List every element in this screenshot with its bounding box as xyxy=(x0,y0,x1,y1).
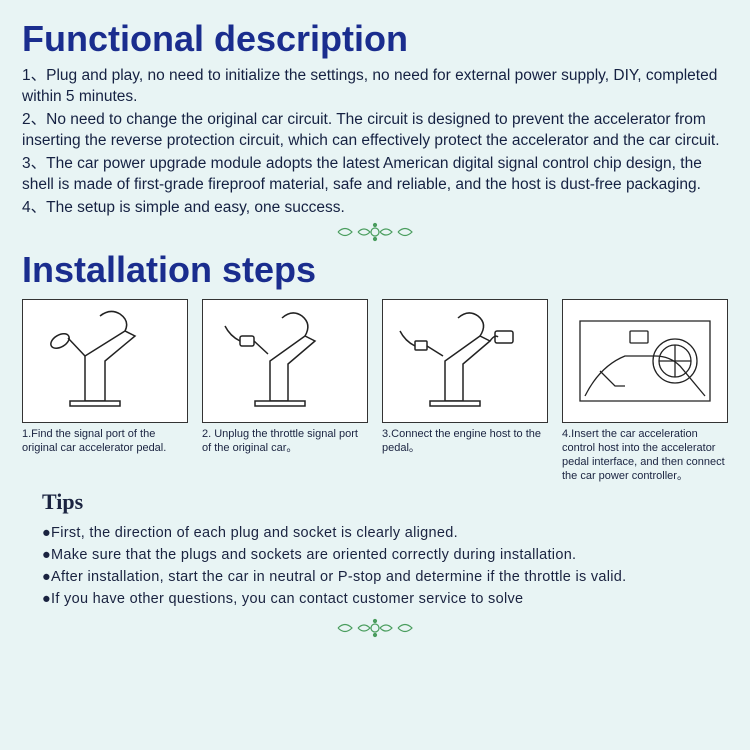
step-4-caption: 4.Insert the car acceleration control ho… xyxy=(562,428,728,483)
step-2-caption: 2. Unplug the throttle signal port of th… xyxy=(202,428,368,456)
step-3: 3.Connect the engine host to the pedal。 xyxy=(382,299,548,483)
desc-item-4: 4、The setup is simple and easy, one succ… xyxy=(22,198,728,219)
step-1: 1.Find the signal port of the original c… xyxy=(22,299,188,483)
steps-row: 1.Find the signal port of the original c… xyxy=(22,299,728,483)
step-2: 2. Unplug the throttle signal port of th… xyxy=(202,299,368,483)
step-1-diagram xyxy=(22,299,188,423)
divider-ornament-2 xyxy=(22,618,728,643)
step-3-caption: 3.Connect the engine host to the pedal。 xyxy=(382,428,548,456)
tip-line-4: ●If you have other questions, you can co… xyxy=(42,589,728,611)
desc-item-3: 3、The car power upgrade module adopts th… xyxy=(22,154,728,196)
divider-ornament-1 xyxy=(22,222,728,247)
step-4-diagram xyxy=(562,299,728,423)
step-3-diagram xyxy=(382,299,548,423)
tip-line-2: ●Make sure that the plugs and sockets ar… xyxy=(42,545,728,567)
step-2-diagram xyxy=(202,299,368,423)
desc-item-1: 1、Plug and play, no need to initialize t… xyxy=(22,66,728,108)
tip-line-3: ●After installation, start the car in ne… xyxy=(42,567,728,589)
step-1-caption: 1.Find the signal port of the original c… xyxy=(22,428,188,456)
tip-line-1: ●First, the direction of each plug and s… xyxy=(42,523,728,545)
desc-item-2: 2、No need to change the original car cir… xyxy=(22,110,728,152)
functional-description-heading: Functional description xyxy=(22,18,728,60)
installation-steps-heading: Installation steps xyxy=(22,249,728,291)
tips-heading: Tips xyxy=(42,489,728,515)
step-4: 4.Insert the car acceleration control ho… xyxy=(562,299,728,483)
